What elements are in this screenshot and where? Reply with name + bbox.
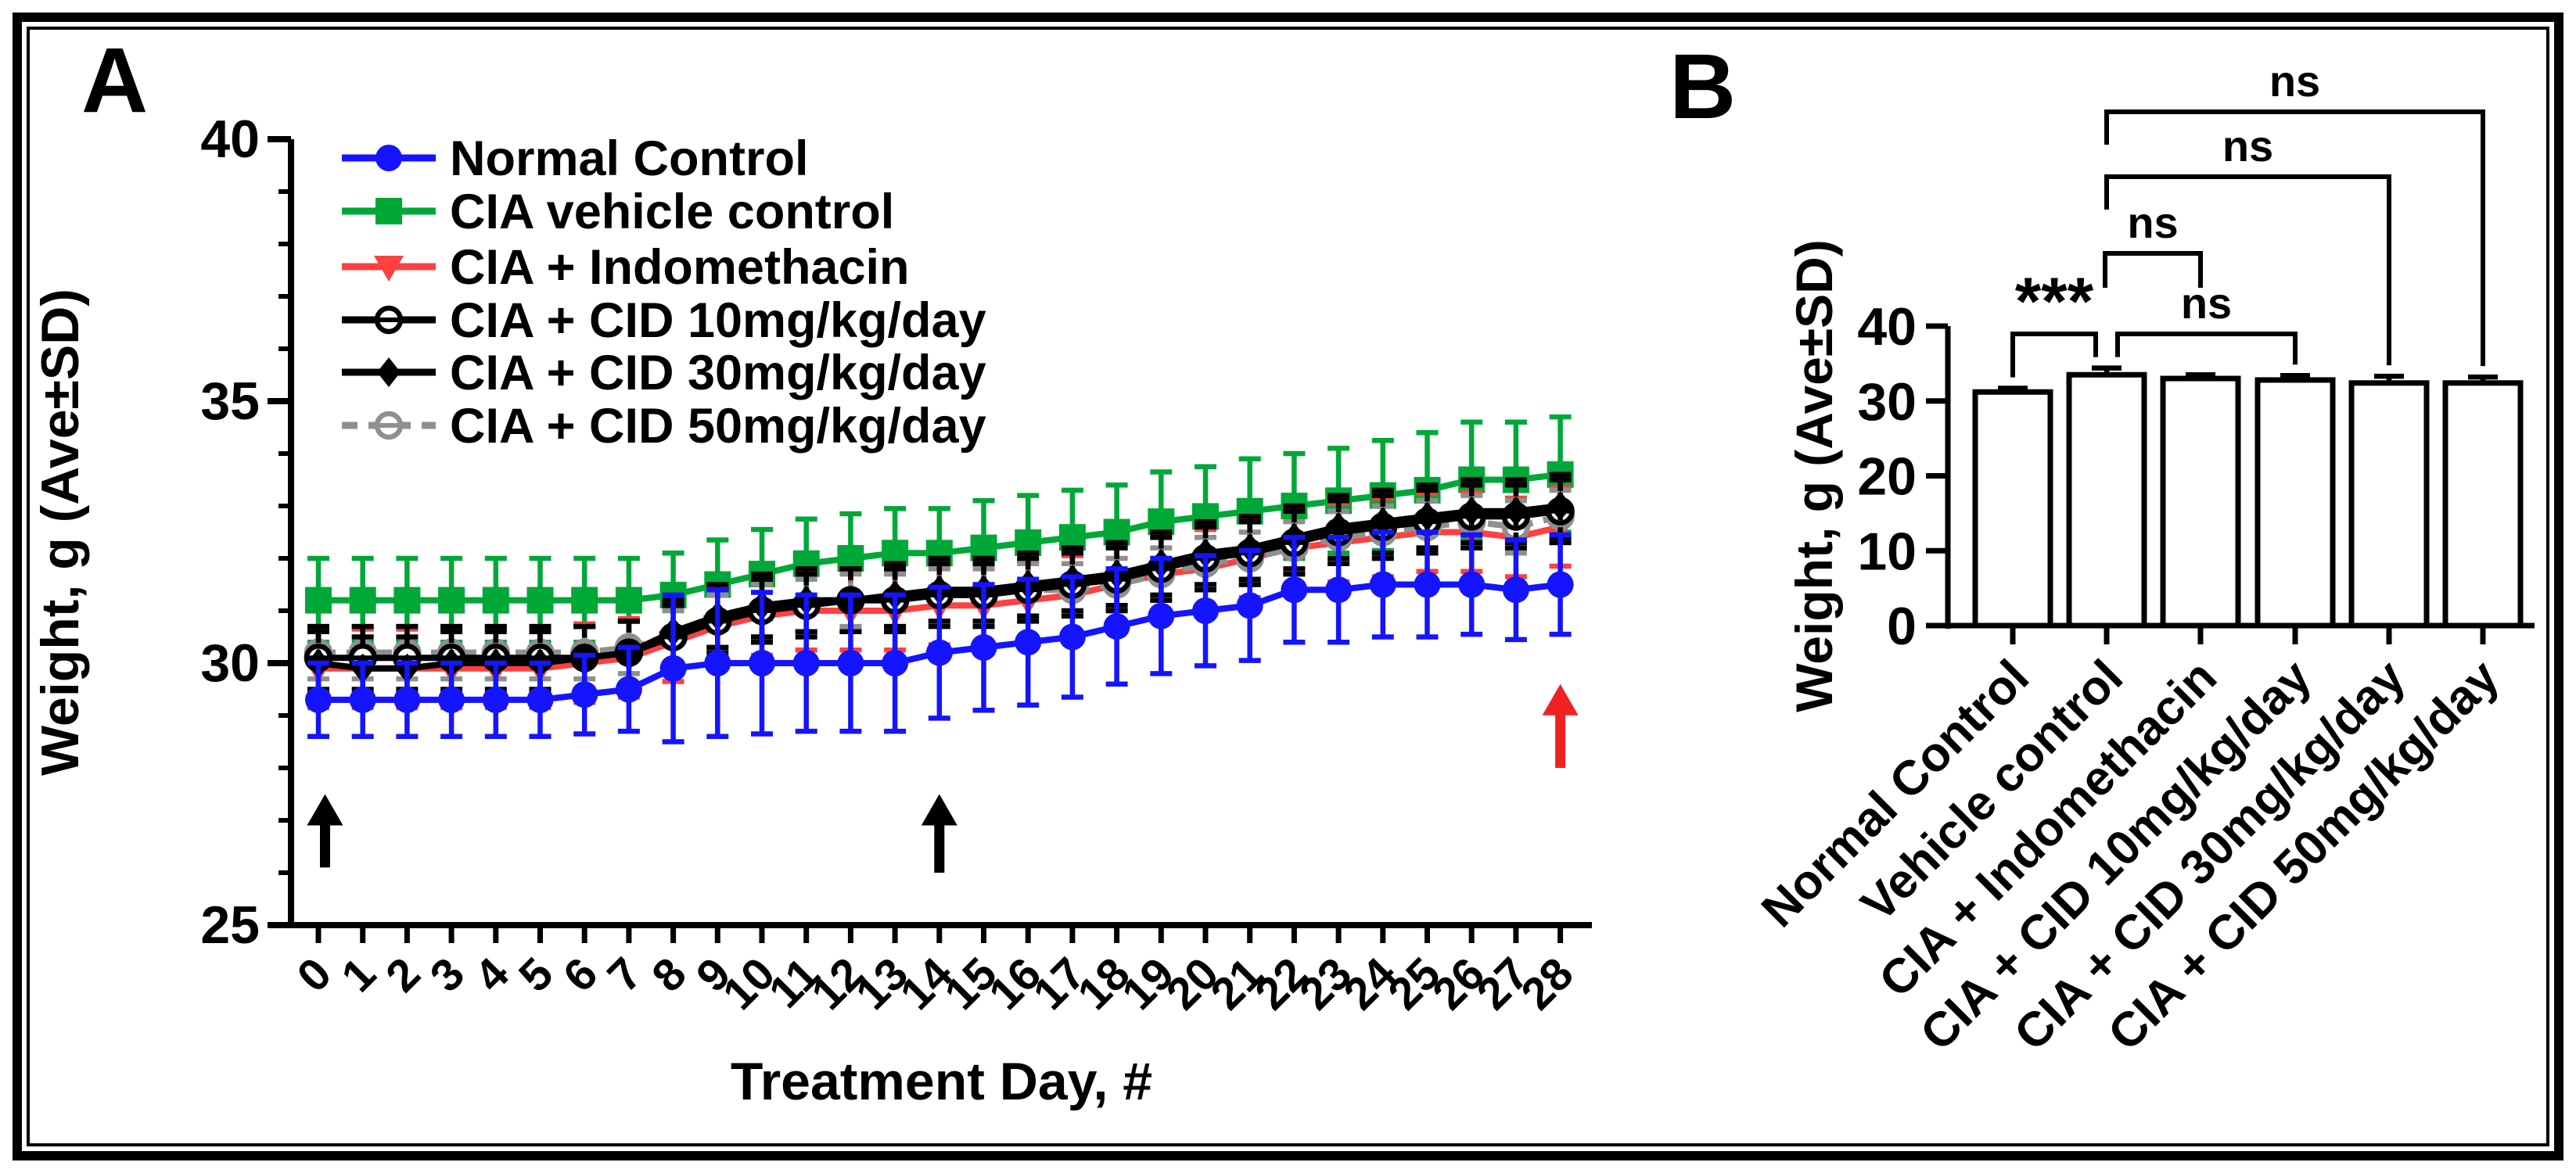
svg-text:30: 30: [200, 633, 260, 693]
svg-text:CIA + CID 50mg/kg/day: CIA + CID 50mg/kg/day: [450, 399, 986, 454]
sig-bracket-2: ns: [2103, 198, 2203, 288]
bar-0: [1972, 386, 2053, 629]
bar-3: [2254, 372, 2336, 629]
bar-2: [2160, 371, 2241, 629]
svg-text:CIA + CID 10mg/kg/day: CIA + CID 10mg/kg/day: [450, 293, 986, 348]
panel-b-label: B: [1669, 35, 1737, 138]
bars: [1972, 365, 2524, 629]
legend-item-5: CIA + CID 50mg/kg/day: [342, 399, 986, 454]
svg-text:20: 20: [1857, 447, 1917, 507]
immunization-arrow-icon: [307, 794, 343, 868]
svg-text:CIA vehicle control: CIA vehicle control: [450, 185, 894, 239]
legend-item-4: CIA + CID 30mg/kg/day: [342, 346, 986, 400]
sig-bracket-3: ns: [2104, 121, 2391, 366]
sig-bracket-0: ***: [2010, 264, 2098, 378]
endpoint-arrow-icon: [1542, 683, 1579, 768]
svg-text:40: 40: [200, 109, 260, 169]
legend-item-3: CIA + CID 10mg/kg/day: [342, 293, 986, 348]
svg-text:Treatment Day, #: Treatment Day, #: [731, 1052, 1152, 1111]
svg-text:30: 30: [1857, 372, 1917, 432]
legend-item-1: CIA vehicle control: [342, 185, 894, 239]
svg-text:ns: ns: [2222, 121, 2273, 170]
y-axis-ticks: 0 10 20 30 40: [1857, 297, 1948, 656]
svg-text:8: 8: [642, 948, 696, 1002]
svg-text:0: 0: [287, 948, 341, 1002]
svg-text:***: ***: [2015, 264, 2094, 339]
svg-text:35: 35: [200, 371, 260, 431]
svg-text:ns: ns: [2269, 56, 2320, 106]
series-normal-control: [305, 529, 1574, 744]
svg-text:5: 5: [509, 948, 563, 1002]
legend-item-0: Normal Control: [342, 131, 809, 186]
svg-text:7: 7: [598, 948, 652, 1002]
bar-4: [2348, 373, 2430, 629]
y-axis-ticks: 25 30 35 40: [200, 109, 291, 955]
svg-text:ns: ns: [2127, 198, 2178, 247]
svg-text:Normal Control: Normal Control: [450, 131, 809, 186]
svg-text:1: 1: [332, 948, 386, 1002]
boost-arrow-icon: [921, 794, 957, 873]
svg-text:0: 0: [1887, 597, 1917, 656]
svg-text:CIA + Indomethacin: CIA + Indomethacin: [450, 240, 910, 295]
axis-titles: Treatment Day, # Weight, g (Ave±SD): [31, 289, 1152, 1111]
y-axis-title: Weight, g (Ave±SD): [1785, 239, 1843, 712]
svg-text:Weight, g (Ave±SD): Weight, g (Ave±SD): [31, 289, 90, 776]
x-axis-ticks: 0123456789101112131415161718192021222324…: [287, 925, 1583, 1020]
svg-text:28: 28: [1511, 948, 1583, 1020]
bar-1: [2066, 365, 2147, 629]
svg-text:25: 25: [200, 895, 260, 955]
svg-text:10: 10: [1857, 522, 1917, 581]
sig-bracket-4: ns: [2104, 56, 2485, 367]
svg-text:ns: ns: [2181, 278, 2232, 328]
legend-item-2: CIA + Indomethacin: [342, 240, 910, 295]
svg-text:6: 6: [554, 948, 608, 1002]
bar-5: [2442, 374, 2524, 629]
svg-text:4: 4: [465, 948, 519, 1002]
event-arrows: [307, 683, 1579, 873]
svg-text:Weight, g (Ave±SD): Weight, g (Ave±SD): [1785, 239, 1843, 712]
svg-text:2: 2: [376, 948, 430, 1002]
svg-text:40: 40: [1857, 297, 1917, 357]
svg-text:CIA + CID 30mg/kg/day: CIA + CID 30mg/kg/day: [450, 346, 986, 400]
panel-a-chart: 2530354001234567891011121314151617181920…: [31, 109, 1592, 1111]
panel-a-label: A: [81, 29, 149, 132]
svg-text:3: 3: [421, 948, 475, 1002]
sig-bracket-1: ns: [2115, 278, 2298, 365]
